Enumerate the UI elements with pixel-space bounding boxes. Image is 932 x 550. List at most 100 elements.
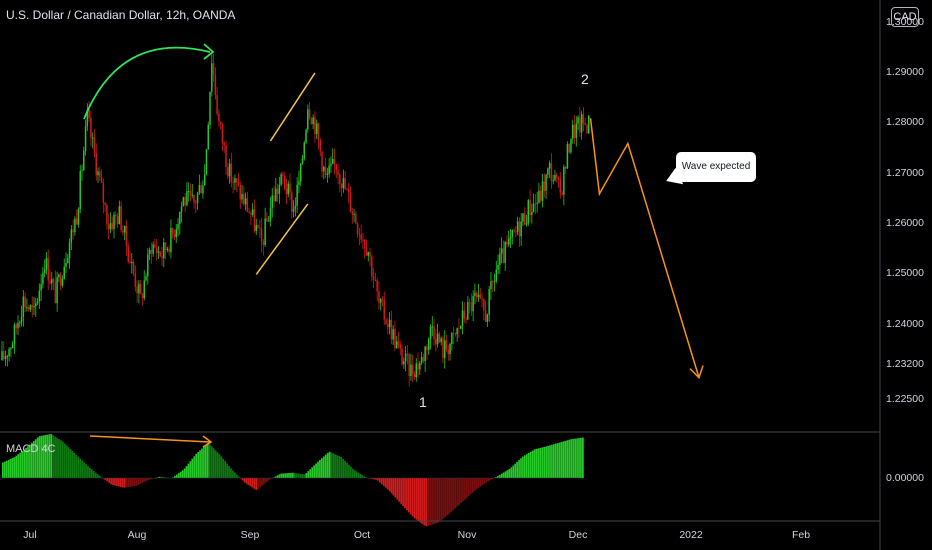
- macd-bar: [92, 470, 95, 478]
- macd-bar: [350, 466, 352, 478]
- macd-bar: [402, 478, 404, 506]
- candle-body: [548, 163, 551, 169]
- macd-bar: [135, 478, 138, 486]
- macd-bar: [363, 476, 366, 478]
- candle-body: [83, 150, 85, 171]
- candle-body: [456, 328, 458, 335]
- candle-body: [516, 221, 519, 232]
- macd-bar: [373, 478, 375, 480]
- candle-body: [84, 126, 87, 151]
- macd-bar: [481, 478, 484, 486]
- candle-body: [395, 341, 398, 349]
- macd-bar: [259, 478, 261, 488]
- macd-bar: [210, 446, 213, 478]
- candle-body: [26, 307, 28, 309]
- wave-label-1: 1: [419, 394, 427, 410]
- macd-bar: [234, 472, 236, 478]
- macd-bar: [531, 450, 534, 478]
- candle-body: [132, 261, 135, 274]
- candle-body: [388, 319, 391, 328]
- macd-bar: [61, 441, 64, 478]
- macd-bar: [85, 464, 87, 478]
- macd-bar: [344, 460, 346, 478]
- macd-bar: [75, 454, 78, 478]
- candle-body: [515, 231, 517, 233]
- candles: [1, 53, 590, 387]
- candle-body: [394, 329, 396, 349]
- price-tick-label: 1.30000: [886, 15, 924, 28]
- candle-body: [477, 294, 480, 298]
- macd-bar: [150, 478, 153, 480]
- candle-body: [257, 225, 259, 228]
- macd-bar: [475, 478, 478, 490]
- currency-badge[interactable]: CAD: [891, 7, 919, 27]
- candle-body: [335, 164, 338, 171]
- candle-body: [214, 74, 217, 95]
- candle-body: [575, 123, 578, 138]
- macd-bar: [261, 478, 263, 486]
- macd-bar: [187, 463, 190, 478]
- candle-body: [180, 206, 183, 212]
- macd-bar: [321, 458, 323, 478]
- macd-bar: [527, 452, 530, 478]
- candle-body: [499, 253, 501, 266]
- candle-body: [422, 357, 425, 362]
- candle-body: [317, 123, 320, 140]
- macd-bar: [415, 478, 418, 520]
- candle-body: [484, 310, 487, 322]
- candle-body: [24, 296, 26, 308]
- macd-bar: [502, 472, 505, 478]
- macd-bar: [58, 439, 60, 478]
- candle-body: [170, 227, 172, 253]
- macd-bar: [65, 445, 68, 478]
- macd-bar: [392, 478, 395, 496]
- macd-bar: [471, 478, 474, 493]
- macd-bar: [23, 449, 26, 478]
- macd-bar: [193, 456, 196, 478]
- drawings: [83, 43, 704, 380]
- candle-body: [74, 218, 76, 233]
- candle-body: [568, 143, 570, 153]
- macd-bar: [473, 478, 476, 491]
- callout-wave-expected[interactable]: Wave expected: [676, 152, 756, 182]
- candle-body: [449, 343, 451, 354]
- indicator-title[interactable]: MACD 4C: [6, 443, 56, 455]
- macd-bar: [433, 478, 435, 525]
- price-tick-label: 1.28000: [886, 116, 924, 129]
- candle-body: [529, 200, 531, 216]
- candle-body: [216, 94, 218, 114]
- macd-bar: [311, 467, 314, 478]
- candle-body: [497, 265, 499, 270]
- candle-body: [200, 185, 202, 194]
- candle-body: [550, 163, 553, 181]
- macd-bar: [317, 461, 319, 478]
- candle-body: [488, 289, 490, 315]
- candle-body: [248, 211, 250, 213]
- candle-body: [193, 194, 195, 203]
- candle-body: [164, 242, 167, 251]
- macd-bar: [114, 478, 116, 486]
- macd-bar: [334, 454, 337, 478]
- candle-body: [458, 328, 460, 330]
- candle-body: [107, 224, 110, 230]
- arc-arrow-head: [203, 43, 215, 60]
- macd-bar: [25, 447, 27, 478]
- macd-bar: [508, 468, 511, 478]
- candle-body: [72, 229, 74, 233]
- macd-bar: [498, 474, 501, 478]
- candle-body: [554, 174, 556, 181]
- candle-body: [451, 332, 453, 344]
- candle-body: [440, 338, 442, 343]
- macd-divergence-arrow-head: [202, 435, 213, 448]
- candle-body: [20, 316, 23, 323]
- candle-body: [303, 142, 306, 159]
- candle-body: [344, 177, 346, 190]
- macd-bar: [462, 478, 464, 502]
- macd-bar: [355, 471, 358, 478]
- macd-bar: [384, 478, 387, 488]
- macd-bar: [305, 473, 308, 478]
- candle-body: [532, 203, 535, 212]
- macd-bar: [46, 434, 49, 478]
- macd-bar: [539, 447, 542, 478]
